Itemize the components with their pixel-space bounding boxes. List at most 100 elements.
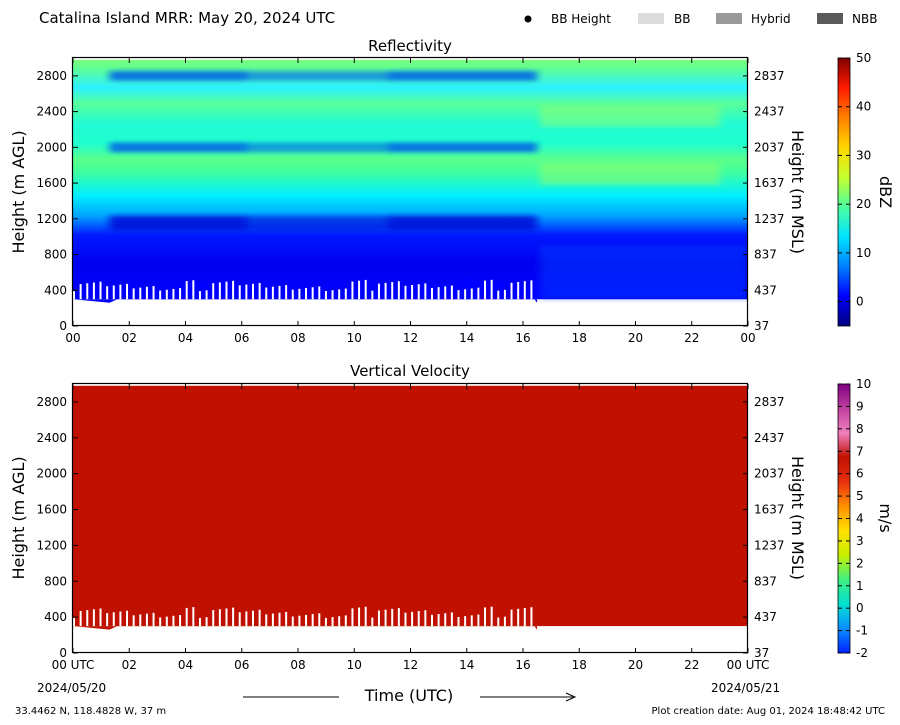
reflectivity-echo-gap [145, 286, 148, 300]
reflectivity-echo-gap [192, 280, 195, 300]
reflectivity-echo-gap [331, 290, 334, 300]
figure-title: Catalina Island MRR: May 20, 2024 UTC [39, 9, 335, 27]
reflectivity-echo-gap [358, 280, 361, 300]
high-reflectivity-band [539, 105, 720, 127]
velocity-echo-gap [251, 610, 254, 627]
reflectivity-ticks: 00 02 04 06 08 10 12 14 16 18 20 22 0004008001200160… [36, 58, 785, 345]
velocity-echo-gap [119, 611, 122, 627]
reflectivity-echo-gap [530, 280, 533, 300]
velocity-echo-gap [305, 614, 308, 627]
reflectivity-y2tick-label: 2837 [754, 69, 785, 83]
velocity-echo-gap [73, 618, 75, 627]
time-axis-label: Time (UTC) [364, 686, 453, 705]
velocity-xtick-label: 18 [572, 658, 587, 672]
reflectivity-y2tick-label: 2037 [754, 140, 785, 154]
velocity-colorbar-ticks: -2 -1 0 1 2 3 4 5 6 7 8 9 10 [838, 377, 871, 660]
velocity-echo-gap [271, 613, 274, 627]
low-reflectivity-band [247, 142, 388, 153]
reflectivity-xtick-label: 06 [234, 331, 249, 345]
reflectivity-echo-gap [271, 286, 274, 300]
reflectivity-echo-gap [404, 285, 407, 300]
start-date-label: 2024/05/20 [37, 681, 106, 695]
reflectivity-echo-gap [251, 283, 254, 300]
velocity-echo-gap [79, 610, 82, 627]
reflectivity-y2tick-label: 2437 [754, 105, 785, 119]
reflectivity-colorbar-label: dBZ [876, 176, 895, 208]
velocity-echo-gap [384, 609, 387, 627]
reflectivity-echo-gap [165, 289, 168, 300]
low-reflectivity-band [109, 142, 248, 153]
reflectivity-echo-gap [119, 284, 122, 300]
right-arrow-head-icon [565, 692, 577, 702]
reflectivity-xtick-label: 12 [403, 331, 418, 345]
plot-creation-date: Plot creation date: Aug 01, 2024 18:48:4… [652, 706, 885, 717]
velocity-echo-gap [411, 611, 414, 627]
reflectivity-colorbar-tick-label: 10 [856, 246, 871, 260]
velocity-echo-gap [444, 613, 447, 627]
velocity-colorbar-tick-label: -1 [856, 624, 868, 638]
reflectivity-echo-gap [132, 288, 135, 300]
reflectivity-ylabel: Height (m AGL) [9, 130, 28, 253]
reflectivity-echo-gap [338, 289, 341, 300]
velocity-colorbar-tick-label: -2 [856, 646, 868, 660]
reflectivity-echo-gap [298, 288, 301, 300]
velocity-y2label: Height (m MSL) [788, 456, 807, 580]
velocity-colorbar-tick-label: 1 [856, 579, 864, 593]
reflectivity-xtick-label: 16 [515, 331, 530, 345]
velocity-xtick-label: 12 [403, 658, 418, 672]
velocity-echo-gap [417, 611, 420, 627]
reflectivity-panel: Reflectivity 00 02 04 06 08 10 12 14 16 18 20 22 000… [9, 37, 895, 345]
reflectivity-xtick-label: 14 [459, 331, 474, 345]
legend-label-bb: BB [674, 12, 690, 26]
reflectivity-echo-gap [265, 287, 268, 300]
velocity-echo-gap [503, 616, 506, 627]
reflectivity-echo-gap [477, 287, 480, 300]
reflectivity-echo-gap [198, 291, 201, 300]
low-reflectivity-band [388, 70, 538, 81]
reflectivity-echo-gap [258, 282, 261, 300]
reflectivity-echo-gap [364, 279, 367, 300]
velocity-ticks: 00 UTC 02 04 06 08 10 12 14 16 18 20 22 00 UTC040080… [36, 384, 785, 672]
reflectivity-ytick-label: 0 [59, 319, 67, 333]
velocity-echo-gap [450, 612, 453, 627]
reflectivity-echo-gap [464, 289, 467, 300]
reflectivity-echo-gap [79, 284, 82, 300]
velocity-field [73, 385, 748, 627]
reflectivity-colorbar-tick-label: 30 [856, 148, 871, 162]
reflectivity-echo-gap [503, 289, 506, 300]
reflectivity-echo-gap [484, 280, 487, 300]
velocity-echo-gap [377, 610, 380, 627]
reflectivity-title: Reflectivity [368, 37, 452, 55]
velocity-y2tick-label: 2437 [754, 431, 785, 445]
velocity-xtick-label: 00 UTC [52, 658, 95, 672]
reflectivity-echo-gap [523, 281, 526, 300]
velocity-echo-gap [338, 616, 341, 627]
velocity-xtick-label: 02 [122, 658, 137, 672]
velocity-panel: Vertical Velocity 00 UTC 02 04 06 08 10 12 14 16… [9, 362, 895, 672]
reflectivity-echo-gap [159, 290, 162, 300]
velocity-echo-gap [510, 609, 513, 627]
velocity-echo-gap [331, 617, 334, 627]
reflectivity-xtick-label: 10 [347, 331, 362, 345]
reflectivity-y2tick-label: 37 [754, 319, 769, 333]
reflectivity-echo-gap [205, 290, 208, 300]
reflectivity-echo-gap [457, 290, 460, 300]
velocity-colorbar-tick-label: 2 [856, 556, 864, 570]
nbb-legend-swatch [817, 13, 843, 24]
reflectivity-ytick-label: 2000 [36, 140, 67, 154]
velocity-echo-gap [291, 616, 294, 627]
velocity-echo-gap [351, 608, 354, 627]
velocity-ytick-label: 400 [44, 610, 67, 624]
reflectivity-echo-gap [179, 288, 182, 300]
reflectivity-y2tick-label: 1237 [754, 212, 785, 226]
velocity-y2tick-label: 1237 [754, 538, 785, 552]
reflectivity-y2tick-label: 1637 [754, 176, 785, 190]
reflectivity-plot-area [73, 59, 748, 303]
velocity-echo-gap [185, 607, 188, 627]
reflectivity-echo-gap [99, 281, 102, 300]
reflectivity-echo-gap [517, 281, 520, 300]
reflectivity-ytick-label: 400 [44, 283, 67, 297]
velocity-colorbar-tick-label: 4 [856, 512, 864, 526]
reflectivity-echo-gap [510, 282, 513, 300]
reflectivity-echo-gap [73, 291, 75, 300]
